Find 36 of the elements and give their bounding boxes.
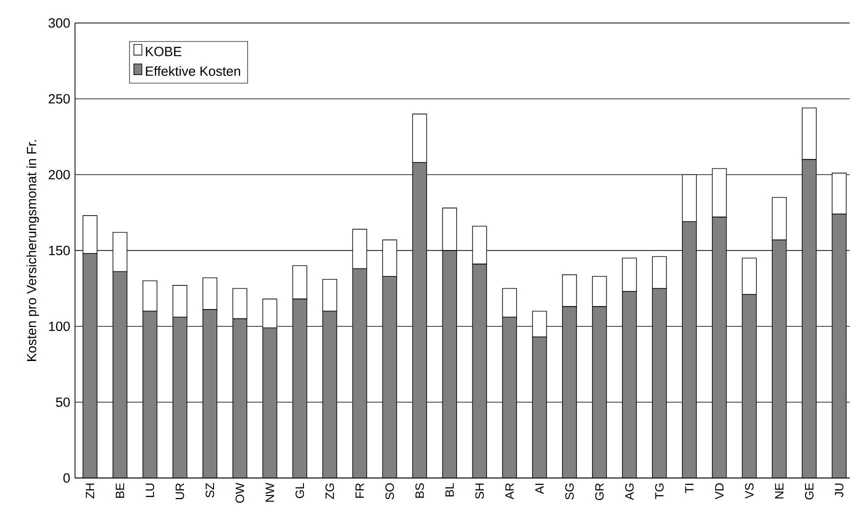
x-tick-label: BE (116, 483, 124, 498)
x-tick-label: SO (385, 483, 394, 500)
y-tick-label: 250 (48, 94, 70, 104)
y-tick-label: 200 (48, 170, 70, 180)
y-tick-label: 300 (48, 18, 70, 28)
x-tick-label: VS (745, 483, 754, 499)
x-tick-label: AI (535, 484, 544, 494)
x-tick-label: BL (445, 483, 454, 496)
x-tick-label: NW (266, 482, 274, 502)
x-tick-label: VD (715, 483, 724, 500)
x-tick-label: TG (655, 484, 664, 500)
x-tick-label: AG (625, 484, 634, 500)
y-tick-label: 50 (56, 397, 70, 407)
x-tick-label: GL (296, 483, 304, 498)
x-tick-label: SH (475, 484, 484, 499)
x-tick-label: AR (505, 483, 514, 500)
x-tick-label: ZH (86, 484, 94, 498)
x-tick-label: SZ (206, 483, 214, 498)
x-tick-label: ZG (325, 484, 334, 499)
x-tick-label: FR (356, 483, 364, 498)
x-tick-label: OW (236, 482, 244, 503)
x-tick-label: LU (146, 484, 154, 498)
legend-label: KOBE (146, 46, 182, 56)
x-tick-label: TI (685, 484, 694, 494)
x-tick-label: JU (835, 484, 844, 498)
legend-label: Effektive Kosten (146, 66, 240, 76)
y-tick-label: 150 (49, 246, 70, 256)
x-tick-label: GE (804, 483, 814, 500)
y-tick-label: 0 (63, 473, 70, 483)
x-tick-label: SG (565, 484, 574, 500)
y-axis-title: Kosten pro Versicherungsmonat in Fr. (26, 140, 39, 361)
x-tick-label: BS (415, 483, 424, 498)
x-tick-label: UR (176, 483, 184, 500)
x-tick-label: GR (595, 483, 604, 500)
x-tick-label: NE (775, 483, 784, 498)
y-tick-label: 100 (49, 322, 70, 332)
